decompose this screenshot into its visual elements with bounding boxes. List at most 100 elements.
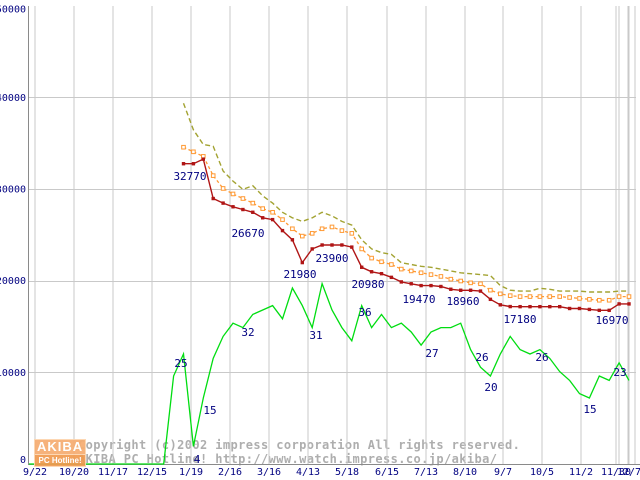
average-price-marker — [369, 255, 374, 261]
count-annotation: 4 — [194, 453, 201, 466]
y-axis-tick-label: 10000 — [0, 368, 26, 379]
lowest-price-marker — [320, 243, 324, 247]
price-annotation: 16970 — [595, 314, 628, 327]
price-annotation: 20980 — [351, 278, 384, 291]
count-annotation: 15 — [203, 404, 216, 417]
average-price-marker — [428, 272, 434, 277]
average-price-marker — [418, 270, 424, 276]
average-price-marker — [250, 200, 256, 206]
average-price-marker — [319, 226, 325, 232]
x-axis-tick-label: 12/7 — [617, 467, 640, 478]
average-price-marker — [567, 295, 572, 300]
price-annotation: 18960 — [446, 295, 479, 308]
average-price-marker — [498, 291, 503, 297]
average-price-marker — [547, 294, 553, 299]
count-annotation: 20 — [484, 381, 497, 394]
lowest-price-marker — [498, 303, 502, 307]
count-annotation: 15 — [583, 403, 596, 416]
price-annotation: 32770 — [173, 170, 206, 183]
lowest-price-marker — [191, 162, 196, 166]
lowest-price-marker — [181, 162, 186, 166]
average-price-marker — [309, 231, 315, 236]
akiba-pc-hotline-logo: AKIBA PC Hotline! — [34, 439, 87, 467]
average-price-marker — [359, 246, 364, 252]
average-price-marker — [240, 196, 246, 201]
average-price-marker — [537, 294, 543, 299]
average-price-marker — [220, 186, 226, 191]
average-price-marker — [587, 297, 592, 302]
average-price-marker — [616, 294, 622, 299]
price-annotation: 26670 — [231, 227, 264, 240]
lowest-price-marker — [488, 297, 493, 302]
x-axis-tick-label: 7/13 — [414, 467, 438, 478]
lowest-price-marker — [231, 205, 235, 209]
x-axis-tick-label: 11/2 — [569, 467, 593, 478]
x-axis-labels: 9/22 10/20 11/17 12/15 1/19 2/16 3/16 4/13 5/18 6… — [23, 467, 640, 478]
lowest-price-marker — [449, 287, 453, 291]
lowest-price-marker — [280, 228, 285, 233]
lowest-price-marker — [300, 260, 304, 265]
lowest-price-marker — [310, 247, 314, 251]
y-axis-tick-label: 20000 — [0, 276, 26, 287]
average-price-marker — [507, 293, 513, 298]
average-price-marker — [379, 259, 384, 265]
lowest-price-marker — [567, 306, 572, 311]
average-price-marker — [339, 228, 345, 233]
count-annotation: 23 — [613, 366, 626, 379]
average-price-marker — [438, 274, 444, 279]
x-axis-tick-label: 11/30 — [601, 467, 631, 478]
y-axis-tick-label: 30000 — [0, 185, 26, 196]
series-average-price-markers — [181, 144, 632, 303]
price-annotation: 23900 — [315, 252, 348, 265]
logo-pc-hotline-text: PC Hotline! — [34, 455, 87, 467]
lowest-price-marker — [518, 304, 522, 309]
average-price-marker — [488, 287, 493, 293]
lowest-price-marker — [360, 265, 364, 269]
lowest-price-marker — [439, 284, 443, 289]
average-price-marker — [458, 278, 463, 284]
lowest-price-marker — [270, 217, 275, 222]
lowest-price-marker — [587, 307, 592, 312]
copyright-line-2: AKIBA PC Hotline! http://www.watch.impre… — [78, 452, 498, 466]
average-price-marker — [527, 294, 533, 299]
average-price-marker — [577, 296, 582, 301]
lowest-price-marker — [241, 207, 245, 212]
y-axis-tick-label: 40000 — [0, 93, 26, 104]
x-axis-tick-label: 9/7 — [494, 467, 512, 478]
lowest-price-marker — [459, 288, 463, 292]
lowest-price-marker — [340, 243, 344, 247]
gridlines — [28, 6, 636, 464]
price-annotation: 21980 — [283, 268, 316, 281]
series-shop-count-line — [29, 281, 630, 465]
price-annotation: 17180 — [503, 313, 536, 326]
y-axis-tick-label: 0 — [20, 455, 26, 466]
lowest-price-marker — [538, 304, 542, 309]
y-axis-tick-label: 50000 — [0, 5, 26, 16]
x-axis-tick-label: 6/15 — [375, 467, 399, 478]
count-annotation: 26 — [535, 351, 548, 364]
lowest-price-marker — [627, 302, 631, 306]
lowest-price-marker — [597, 308, 601, 313]
count-annotation: 31 — [309, 329, 322, 342]
average-price-marker — [191, 149, 196, 155]
x-axis-tick-label: 1/19 — [179, 467, 203, 478]
average-price-marker — [329, 224, 335, 230]
axes — [28, 6, 640, 465]
lowest-price-marker — [429, 283, 433, 288]
x-axis-tick-label: 9/22 — [23, 467, 47, 478]
x-axis-tick-label: 11/17 — [98, 467, 128, 478]
count-annotation: 26 — [475, 351, 488, 364]
copyright-line-1: Copyright (c)2002 impress corporation Al… — [78, 438, 521, 452]
series-highest-price-line — [182, 102, 629, 293]
lowest-price-marker — [508, 304, 512, 309]
average-price-marker — [626, 294, 632, 299]
price-annotation: 19470 — [402, 293, 435, 306]
y-axis-labels: 0 10000 20000 30000 40000 50000 — [0, 5, 26, 467]
lowest-price-marker — [221, 201, 225, 205]
average-price-marker — [557, 294, 563, 299]
x-axis-tick-label: 12/15 — [137, 467, 167, 478]
x-axis-tick-label: 10/20 — [59, 467, 89, 478]
lowest-price-marker — [548, 304, 552, 309]
average-price-marker — [597, 297, 602, 303]
